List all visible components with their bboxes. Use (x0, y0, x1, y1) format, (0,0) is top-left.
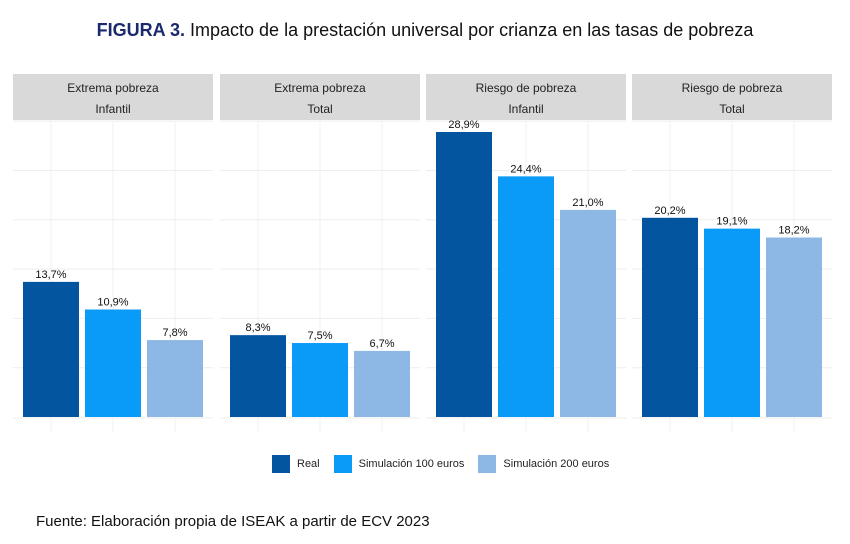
figure-number: FIGURA 3. (96, 20, 185, 40)
data-label: 7,5% (307, 330, 332, 342)
facet-label-line1-1: Extrema pobreza (67, 81, 159, 95)
data-label: 10,9% (97, 297, 128, 309)
data-label: 6,7% (369, 338, 394, 350)
legend-swatch-real (272, 455, 290, 473)
facet-strip-2 (220, 74, 420, 120)
bar-1-simulación-200-euros (147, 340, 203, 417)
legend-item-real: Real (272, 455, 320, 473)
facet-label-line1-4: Riesgo de pobreza (682, 81, 783, 95)
bar-3-simulación-200-euros (560, 209, 616, 417)
legend-swatch-sim200 (478, 455, 497, 473)
data-label: 18,2% (778, 225, 809, 237)
data-label: 24,4% (510, 163, 541, 175)
data-label: 19,1% (716, 216, 747, 228)
bar-3-simulación-100-euros (498, 176, 554, 417)
facet-label-line2-2: Total (307, 102, 332, 116)
legend-item-sim100: Simulación 100 euros (333, 455, 465, 473)
legend-label-sim200: Simulación 200 euros (503, 458, 610, 470)
data-label: 13,7% (35, 269, 66, 281)
data-label: 20,2% (654, 205, 685, 217)
legend-swatch-sim100 (333, 455, 352, 473)
bar-4-simulación-200-euros (766, 237, 822, 417)
legend: Real Simulación 100 euros Simulación 200… (272, 454, 623, 474)
facet-strip-1 (13, 74, 213, 120)
facet-label-line1-3: Riesgo de pobreza (476, 81, 577, 95)
data-label: 8,3% (245, 322, 270, 334)
facet-label-line2-3: Infantil (508, 102, 543, 116)
bar-4-real (642, 217, 698, 417)
data-label: 21,0% (572, 197, 603, 209)
facet-strip-4 (632, 74, 832, 120)
facet-label-line2-1: Infantil (95, 102, 130, 116)
facet-strip-3 (426, 74, 626, 120)
bar-2-real (230, 335, 286, 417)
facet-label-line1-2: Extrema pobreza (274, 81, 366, 95)
legend-label-sim100: Simulación 100 euros (358, 458, 465, 470)
legend-label-real: Real (297, 458, 320, 470)
bar-4-simulación-100-euros (704, 228, 760, 417)
legend-item-sim200: Simulación 200 euros (478, 455, 609, 473)
source-note: Fuente: Elaboración propia de ISEAK a pa… (36, 513, 430, 530)
figure-title-text: Impacto de la prestación universal por c… (190, 20, 754, 40)
data-label: 28,9% (448, 119, 479, 131)
bar-1-simulación-100-euros (85, 309, 141, 417)
chart-title: FIGURA 3. Impacto de la prestación unive… (0, 20, 850, 41)
bar-2-simulación-100-euros (292, 343, 348, 417)
facet-label-line2-4: Total (719, 102, 744, 116)
bar-1-real (23, 281, 79, 417)
bar-2-simulación-200-euros (354, 350, 410, 417)
faceted-bar-chart: Extrema pobreza Infantil 13,7% 10,9% 7,8% Ext… (13, 74, 832, 432)
bar-3-real (436, 131, 492, 417)
data-label: 7,8% (162, 327, 187, 339)
